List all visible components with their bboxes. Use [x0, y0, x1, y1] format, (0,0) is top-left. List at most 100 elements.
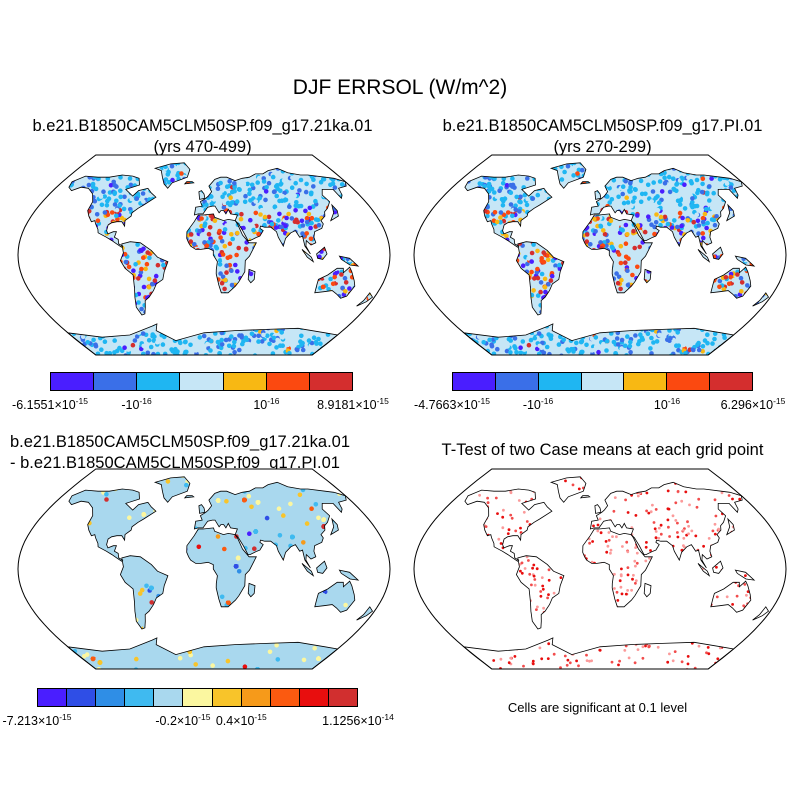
coastline [464, 488, 553, 562]
coastline [582, 213, 653, 294]
coastline [515, 555, 565, 630]
colorbar-segment [96, 689, 126, 706]
colorbar-top-left [50, 372, 353, 391]
colorbar-segment [183, 689, 213, 706]
colorbar-segment [667, 373, 711, 390]
coastline [316, 560, 328, 574]
coastline [183, 181, 195, 185]
panel-title-bottom-left-line1: b.e21.B1850CAM5CLM50SP.f09_g17.21ka.01 [10, 433, 351, 451]
coastline [186, 527, 257, 608]
map-top-left [17, 154, 391, 356]
colorbar-top-right [452, 372, 753, 391]
coastline [643, 268, 652, 284]
coastline [579, 181, 591, 185]
coastline [356, 606, 374, 621]
main-title: DJF ERRSOL (W/m^2) [292, 76, 508, 99]
coastline [338, 569, 360, 581]
coastline [726, 203, 735, 222]
significance-note: Cells are significant at 0.1 level [507, 700, 688, 715]
colorbar-segment [94, 373, 138, 390]
coastline [153, 476, 191, 503]
coastline [316, 246, 328, 260]
panel-title-bottom-left-line2: - b.e21.B1850CAM5CLM50SP.f09_g17.PI.01 [10, 454, 340, 472]
coastline [356, 292, 374, 307]
coastline [643, 582, 652, 598]
colorbar-segment [137, 373, 181, 390]
colorbar-tick-label: 6.296×10-15 [720, 396, 786, 412]
colorbar-tick-label: 1.1256×10-14 [322, 712, 394, 728]
coastline [247, 582, 256, 598]
colorbar-tick-label: -4.7663×10-15 [414, 396, 490, 412]
coastline [68, 174, 157, 248]
coastline [579, 495, 591, 499]
coastline [183, 495, 195, 499]
coastline [710, 266, 752, 299]
colorbar-segment [495, 373, 539, 390]
coastline [710, 580, 752, 613]
colorbar-segment [38, 689, 68, 706]
panel-title-bottom-left: b.e21.B1850CAM5CLM50SP.f09_g17.21ka.01 -… [10, 432, 380, 474]
coastline [464, 174, 553, 248]
map-border [413, 468, 787, 670]
coastline [330, 203, 339, 222]
coastline [301, 563, 315, 577]
panel-title-top-right-line1: b.e21.B1850CAM5CLM50SP.f09_g17.PI.01 [442, 117, 763, 135]
map-bottom-right [413, 468, 787, 670]
coastline [247, 268, 256, 284]
coastline [198, 190, 206, 200]
map-border [17, 468, 391, 670]
coastline [119, 555, 169, 630]
coastline [697, 249, 711, 263]
panel-title-bottom-right: T-Test of two Case means at each grid po… [441, 441, 764, 459]
colorbar-segment [328, 689, 358, 706]
panel-title-top-left: b.e21.B1850CAM5CLM50SP.f09_g17.21ka.01 (… [0, 116, 405, 158]
coastline [314, 266, 356, 299]
coastline [697, 563, 711, 577]
coastline [726, 517, 735, 536]
map-top-right [413, 154, 787, 356]
colorbar-tick-label: 0.4×10-15 [215, 712, 267, 728]
colorbar-segment [710, 373, 753, 390]
colorbar-segment [624, 373, 668, 390]
panel-title-top-left-line1: b.e21.B1850CAM5CLM50SP.f09_g17.21ka.01 [32, 117, 373, 135]
coastline [330, 517, 339, 536]
panel-title-top-left-line2: (yrs 470-499) [153, 138, 252, 156]
colorbar-segment [299, 689, 329, 706]
colorbar-bottom-left [37, 688, 358, 707]
coastline [712, 246, 724, 260]
colorbar-tick-label: -10-16 [522, 396, 554, 412]
colorbar-segment [180, 373, 224, 390]
coastline [549, 476, 587, 503]
coastline [549, 162, 587, 189]
colorbar-segment [266, 373, 310, 390]
colorbar-tick-label: 8.9181×10-15 [317, 396, 389, 412]
colorbar-segment [223, 373, 267, 390]
coastline [186, 213, 257, 294]
panel-title-top-right: b.e21.B1850CAM5CLM50SP.f09_g17.PI.01 (yr… [400, 116, 800, 158]
coastline [515, 241, 565, 316]
map-bottom-left [17, 468, 391, 670]
colorbar-tick-label: -7.213×10-15 [2, 712, 72, 728]
panel-title-top-right-line2: (yrs 270-299) [553, 138, 652, 156]
coastline [752, 606, 770, 621]
colorbar-tick-label: -10-16 [121, 396, 152, 412]
coastline [752, 292, 770, 307]
colorbar-segment [581, 373, 625, 390]
map-border [413, 154, 787, 356]
coastline [153, 162, 191, 189]
colorbar-segment [270, 689, 300, 706]
colorbar-segment [241, 689, 271, 706]
coastline [594, 504, 602, 514]
coastline [198, 504, 206, 514]
coastline [594, 190, 602, 200]
coastline [712, 560, 724, 574]
map-border [17, 154, 391, 356]
colorbar-tick-label: 10-16 [253, 396, 280, 412]
colorbar-tick-label: -0.2×10-15 [155, 712, 211, 728]
coastline [338, 255, 360, 267]
coastline [119, 241, 169, 316]
colorbar-segment [125, 689, 155, 706]
coastline [582, 527, 653, 608]
colorbar-tick-label: -6.1551×10-15 [12, 396, 88, 412]
colorbar-tick-label: 10-16 [653, 396, 681, 412]
